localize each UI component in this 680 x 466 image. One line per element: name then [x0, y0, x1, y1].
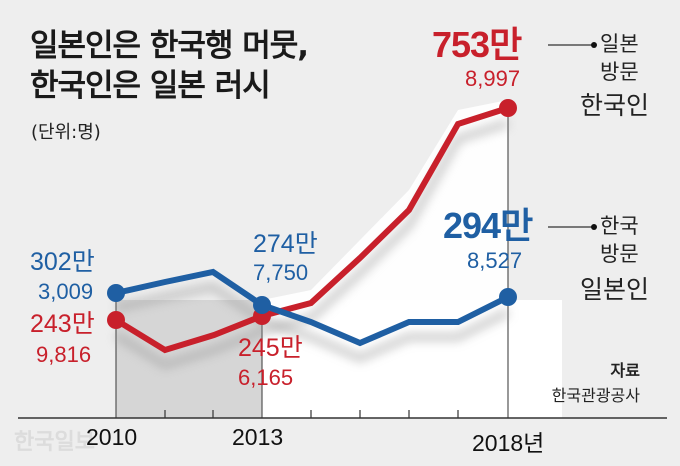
red-2018-value-big: 753만: [432, 24, 522, 65]
blue-2010-value-small: 3,009: [38, 279, 94, 304]
legend-blue-line3: 일본인: [580, 275, 650, 304]
chart-title: 일본인은 한국행 머뭇, 한국인은 일본 러시: [30, 26, 309, 106]
red-2013-value-big: 245만: [238, 334, 303, 362]
watermark: 한국일보: [14, 430, 95, 455]
unit-label: (단위:명): [31, 122, 101, 143]
red-2010-value-big: 243만: [30, 310, 95, 338]
source-name: 한국관광공사: [551, 386, 640, 405]
series-line-korean-visitors-to-japan: [114, 105, 509, 354]
red-2013-value-small: 6,165: [238, 365, 294, 390]
title-line-1: 일본인은 한국행 머뭇,: [30, 28, 309, 64]
red-point-2010: [107, 311, 125, 329]
blue-2010-value-big: 302만: [30, 248, 95, 276]
x-tick-2018: 2018년: [472, 430, 545, 456]
legend-blue-line2: 방문: [600, 242, 639, 266]
red-2018-value-small: 8,997: [465, 66, 521, 91]
x-tick-2013: 2013: [232, 424, 284, 450]
blue-point-2018: [499, 288, 517, 306]
title-line-2: 한국인은 일본 러시: [30, 68, 271, 104]
x-axis-ticks: [164, 410, 459, 418]
red-2010-value-small: 9,816: [36, 342, 92, 367]
red-point-2018: [499, 99, 517, 117]
legend-red-line2: 방문: [600, 60, 639, 84]
legend-japanese-visitors-to-korea: 한국 방문: [600, 212, 639, 268]
blue-2018-value-small: 8,527: [467, 248, 523, 273]
legend-red-line1: 일본: [600, 32, 639, 56]
blue-2013-value-big: 274만: [253, 230, 318, 258]
legend-korean-visitors-to-japan: 일본 방문: [600, 30, 639, 86]
blue-point-2010: [107, 284, 125, 302]
blue-2018-value-big: 294만: [443, 205, 533, 246]
blue-point-2013: [253, 296, 271, 314]
legend-blue-line1: 한국: [600, 214, 639, 238]
series-line-japanese-visitors-to-korea: [115, 268, 510, 347]
blue-2013-value-small: 7,750: [253, 260, 309, 285]
x-tick-2010: 2010: [86, 424, 138, 450]
source-heading: 자료: [610, 361, 640, 380]
legend-red-line3: 한국인: [580, 91, 650, 120]
